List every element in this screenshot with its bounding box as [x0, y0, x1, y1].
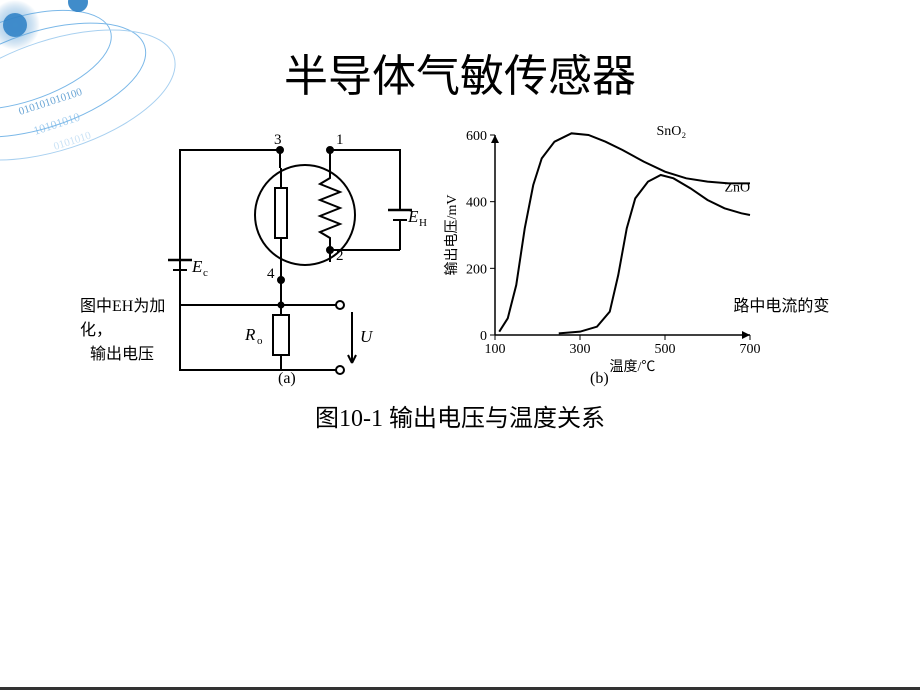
slide-title: 半导体气敏传感器: [0, 40, 920, 104]
sublabel-b: (b): [590, 370, 609, 388]
svg-text:E: E: [191, 257, 203, 276]
body-line1-left: 图中EH为加: [80, 298, 165, 315]
sublabel-a: (a): [278, 370, 296, 388]
svg-text:输出电压/mV: 输出电压/mV: [444, 195, 460, 276]
svg-text:0101010: 0101010: [52, 129, 93, 152]
figure-caption: 图10-1 输出电压与温度关系: [0, 398, 920, 433]
label-pin4: 4: [267, 266, 275, 282]
content-area: 3 1 4 2 Ec EH Ro U 100300500700020040060…: [100, 120, 860, 420]
svg-text:10101010: 10101010: [32, 110, 82, 138]
svg-text:E: E: [407, 207, 419, 226]
svg-text:H: H: [419, 217, 427, 229]
svg-text:ZnO: ZnO: [725, 181, 751, 196]
label-pin1: 1: [336, 132, 344, 148]
svg-text:200: 200: [466, 262, 487, 277]
svg-text:c: c: [203, 267, 208, 279]
body-line2: 输出电压: [90, 343, 860, 367]
svg-text:SnO₂: SnO₂: [657, 125, 687, 139]
svg-text:400: 400: [466, 196, 487, 211]
label-pin3: 3: [274, 132, 282, 148]
label-pin2: 2: [336, 248, 344, 264]
svg-text:600: 600: [466, 129, 487, 144]
body-line1-right: 路中电流的变化，: [80, 298, 829, 339]
body-text: 图中EH为加 路中电流的变化， 输出电压: [80, 295, 860, 367]
